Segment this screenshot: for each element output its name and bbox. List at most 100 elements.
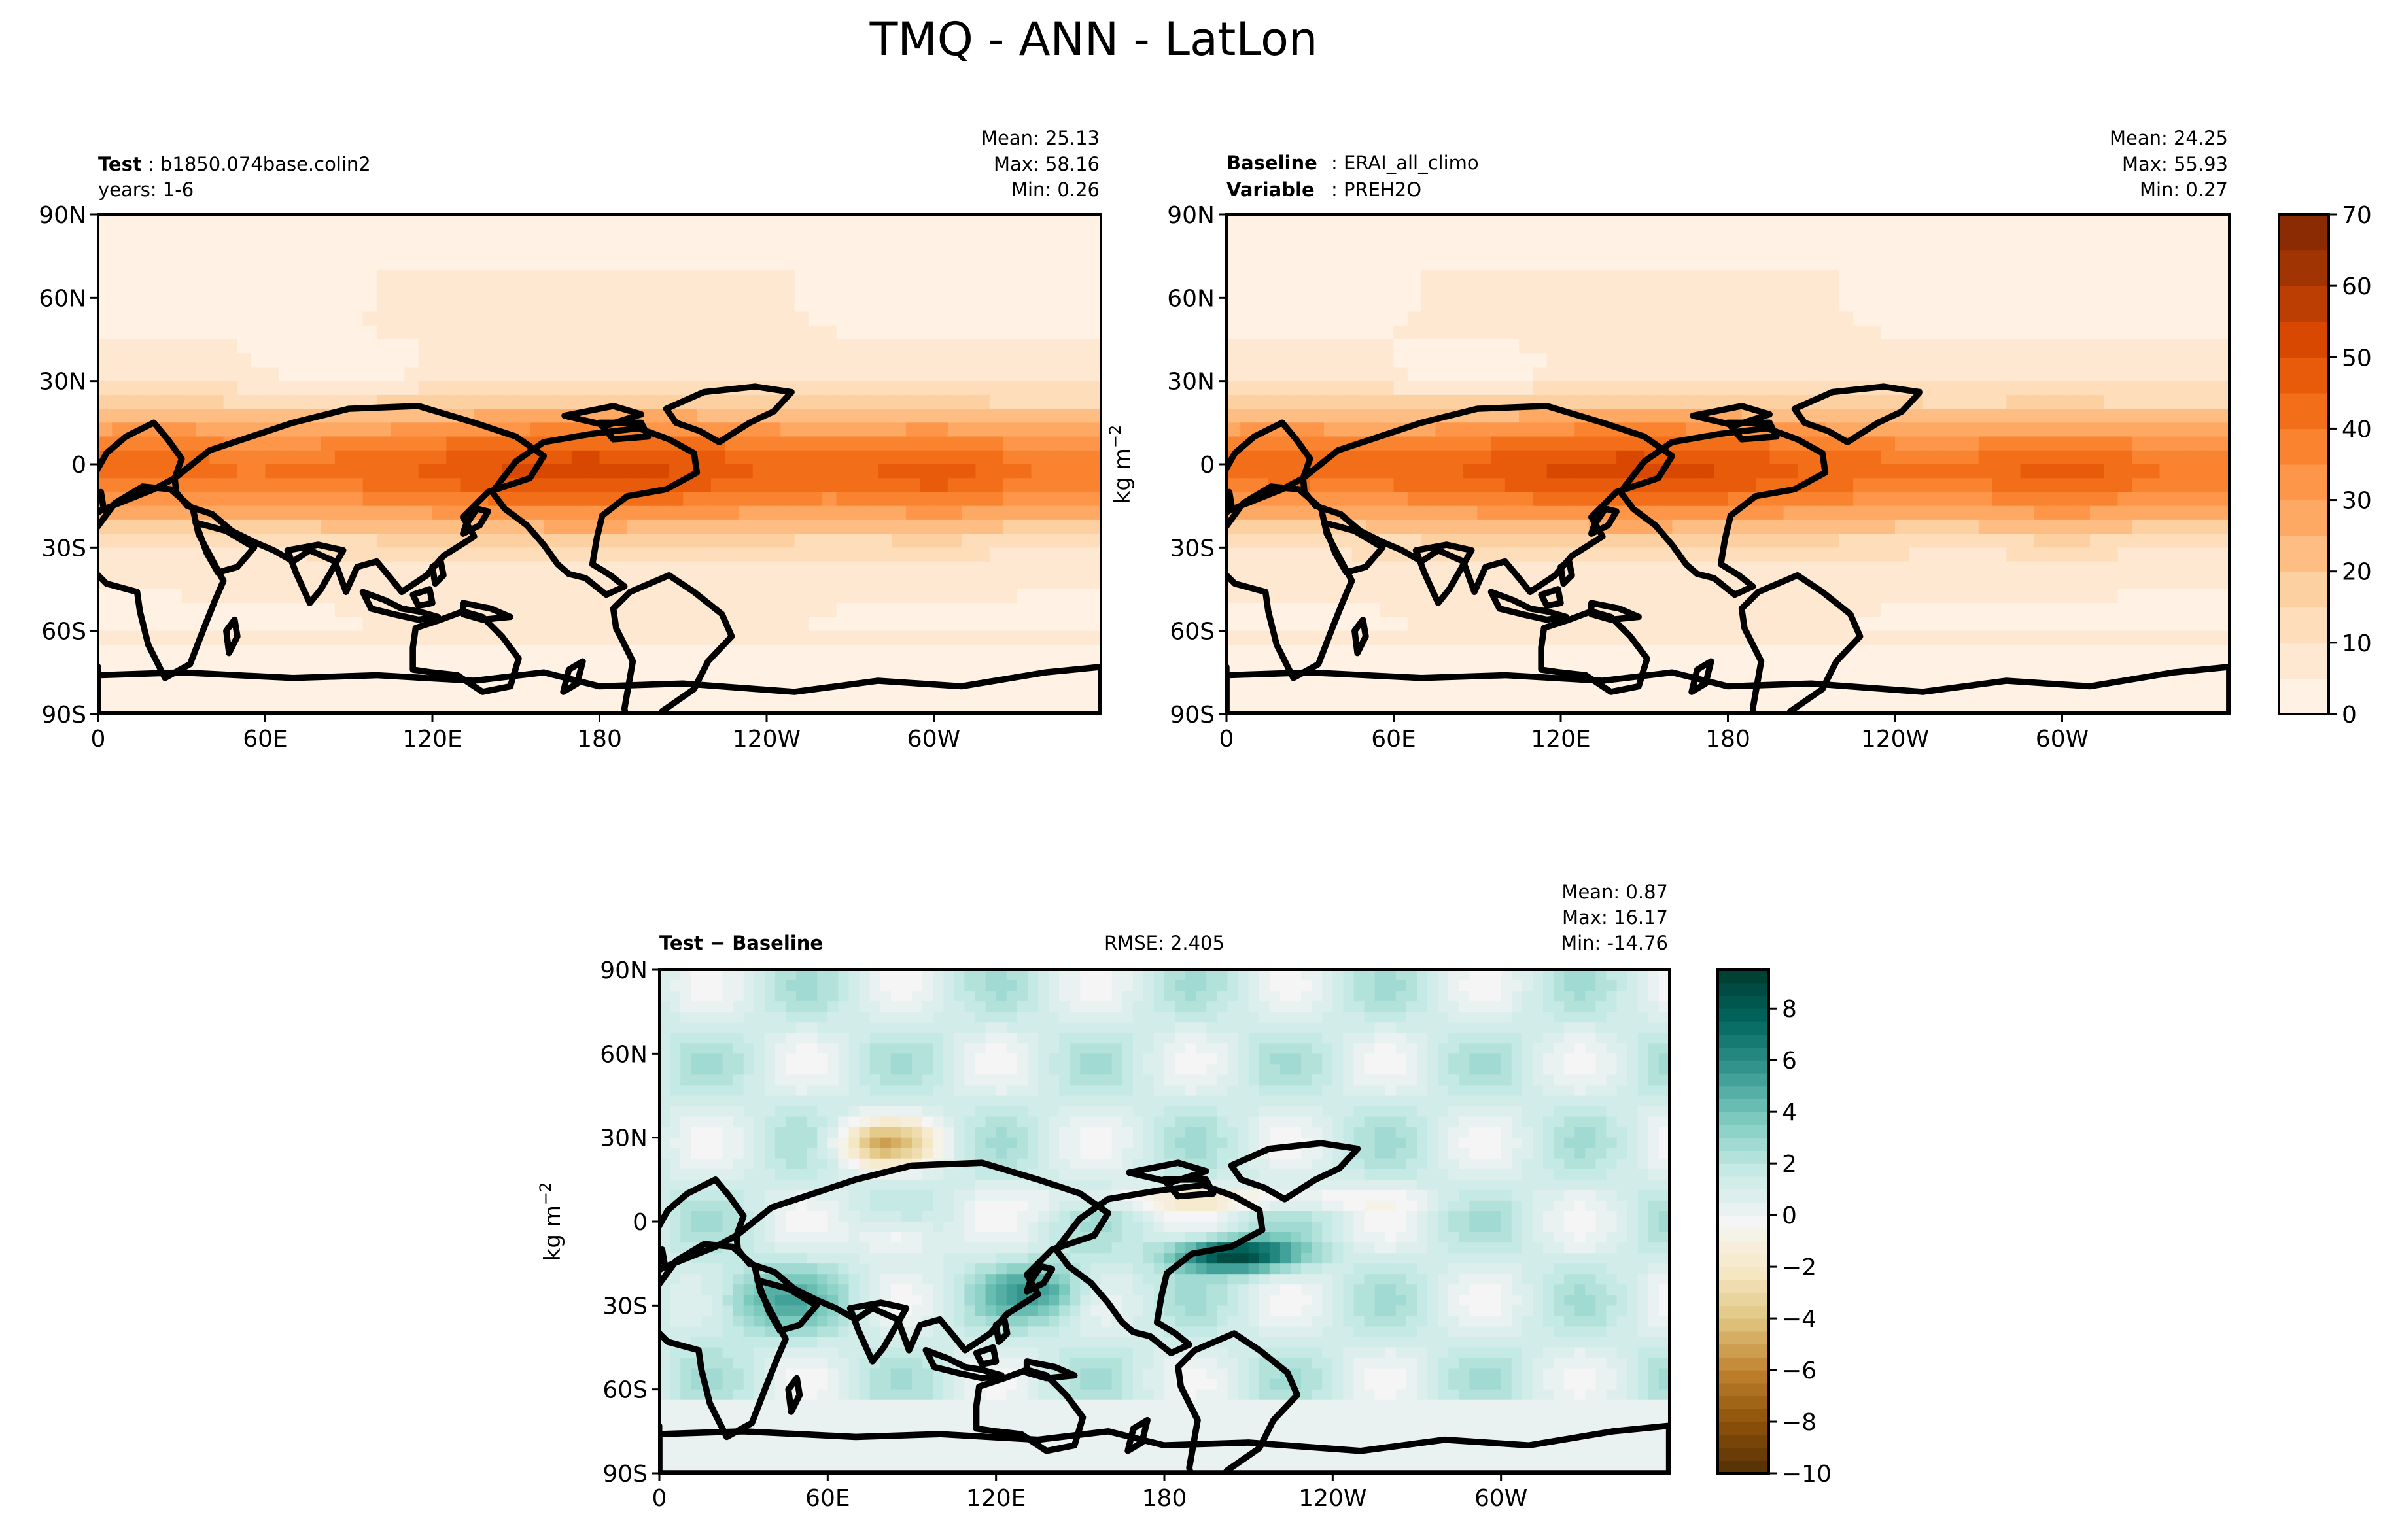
baseline-cell [1936,519,1951,534]
test-cell [725,284,740,298]
baseline-cell [1699,547,1714,562]
baseline-cell [2173,478,2188,493]
baseline-cell [2062,617,2077,632]
test-cell [265,575,280,590]
baseline-cell [1978,464,1993,479]
baseline-cell [2146,436,2161,451]
baseline-cell [1477,617,1492,632]
baseline-cell [2020,630,2035,645]
test-cell [167,575,183,590]
test-cell [112,298,127,313]
baseline-cell [1964,519,1979,534]
test-cell [515,492,530,507]
test-cell [237,505,252,521]
baseline-cell [1797,214,1812,229]
baseline-cell [1351,575,1366,590]
test-cell [655,492,670,507]
test-cell [1073,394,1088,409]
test-cell [307,311,322,326]
baseline-cell [1630,547,1645,562]
test-cell [920,214,935,229]
test-cell [780,630,795,645]
test-cell [237,686,252,701]
test-cell [780,534,795,548]
baseline-cell [1644,353,1659,368]
baseline-cell [1881,339,1896,354]
test-cell [864,256,878,271]
test-lon-label: 60E [243,726,288,753]
baseline-cell [1769,339,1784,354]
test-cell [1087,325,1101,340]
test-cell [710,353,725,368]
baseline-cell [1867,311,1882,326]
baseline-cell [2173,394,2188,409]
test-cell [237,298,252,313]
test-cell [822,478,837,493]
baseline-cell [2020,242,2035,257]
test-cell [864,561,878,576]
test-cell [808,575,823,590]
baseline-cell [1380,228,1395,243]
test-cell [293,325,307,340]
test-cell [446,394,461,409]
baseline-cell [1504,492,1520,507]
baseline-cell [2131,298,2146,313]
test-cell [920,353,935,368]
test-cell [571,547,586,562]
test-cell [808,589,823,604]
test-cell [989,325,1004,340]
test-cell [98,409,113,423]
baseline-cell [1867,589,1882,604]
test-cell [920,367,935,382]
test-cell [725,228,740,243]
baseline-cell [1964,422,1979,437]
test-cell [627,381,642,396]
baseline-cell [1630,534,1645,548]
test-cell [446,450,461,465]
test-cell [920,659,935,673]
test-cell [167,617,183,632]
baseline-cell [1435,478,1450,493]
baseline-cell [1546,367,1561,382]
baseline-cell [2076,367,2091,382]
baseline-cell [1964,436,1979,451]
baseline-cell [1421,325,1436,340]
test-cell [154,534,169,548]
baseline-cell [2006,644,2021,659]
test-cell [502,409,517,423]
test-cell [1045,367,1060,382]
test-cell [1087,575,1101,590]
baseline-cell [1936,505,1951,521]
test-cell [251,686,266,701]
test-cell [739,603,754,618]
baseline-cell [1616,242,1631,257]
test-cell [641,519,656,534]
test-cell [362,311,377,326]
test-cell [474,214,489,229]
test-cell [1045,450,1060,465]
test-cell [933,242,948,257]
test-cell [530,269,544,284]
test-cell [265,228,280,243]
test-cell [349,422,364,437]
baseline-cell [1268,659,1283,673]
baseline-cell [1699,214,1714,229]
baseline-cell [1992,242,2007,257]
baseline-cell [1491,659,1506,673]
test-cell [139,700,154,714]
baseline-cell [1936,547,1951,562]
test-cell [251,242,266,257]
baseline-cell [2173,505,2188,521]
test-cell [1073,534,1088,548]
test-cell [933,409,948,423]
baseline-cell [1672,311,1687,326]
test-cell [752,214,767,229]
test-cell [1031,381,1046,396]
test-cell [139,505,154,521]
baseline-cell [1282,381,1297,396]
test-cell [1087,603,1101,618]
test-cell [571,298,586,313]
test-cell [599,630,614,645]
baseline-cell [1533,534,1548,548]
test-cell [864,492,878,507]
